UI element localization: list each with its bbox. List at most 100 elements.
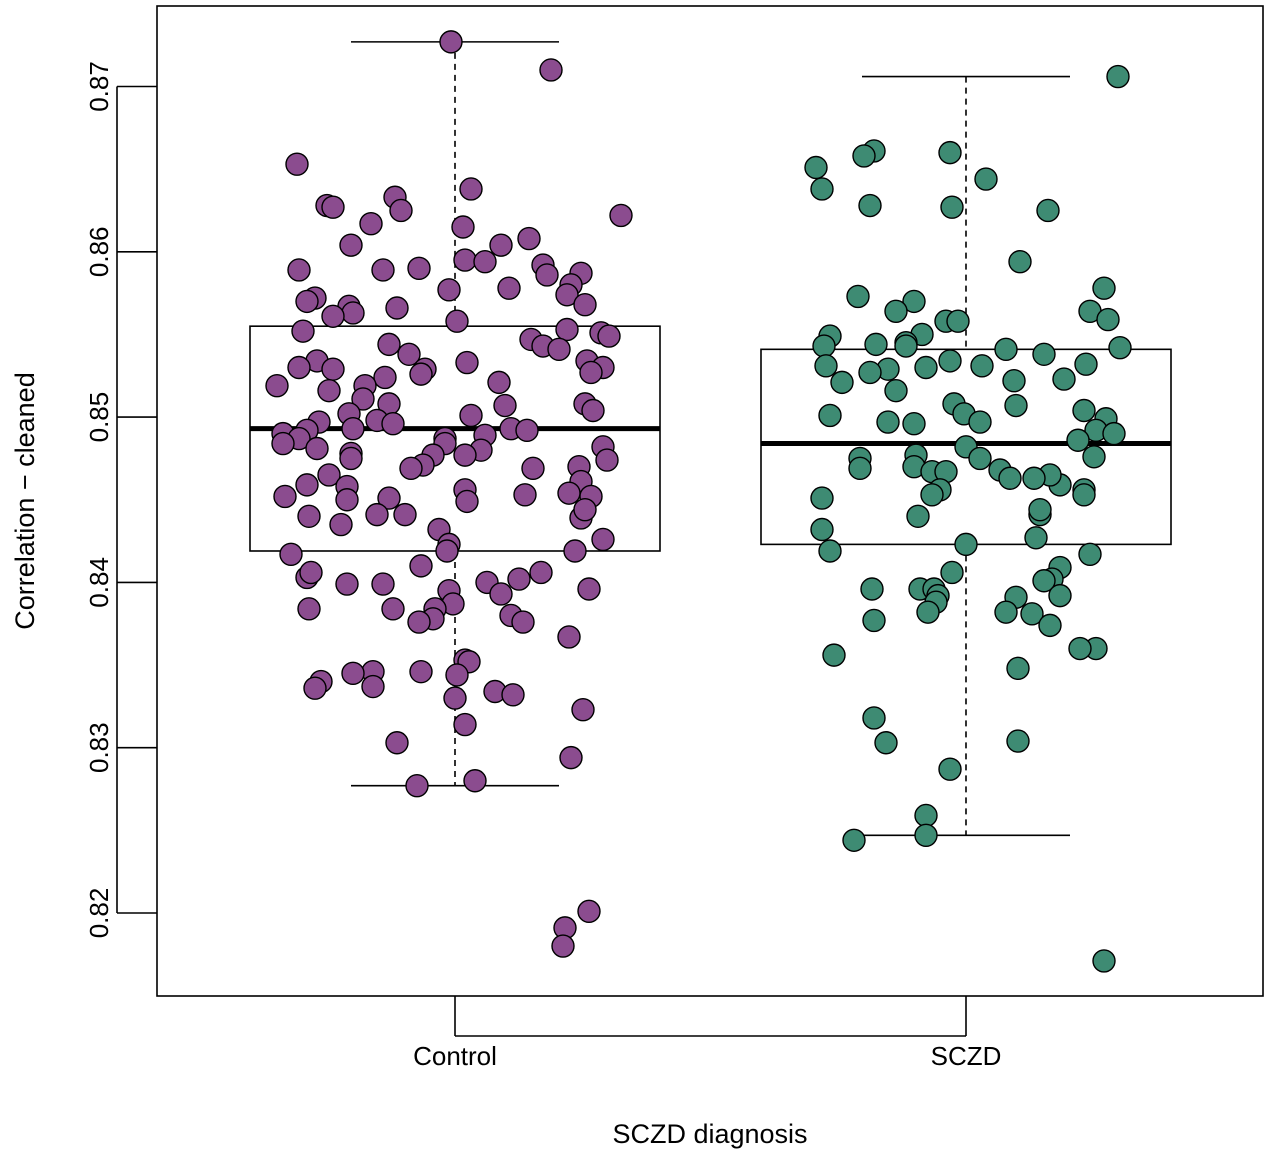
data-point [287, 355, 311, 380]
data-point [535, 263, 559, 287]
data-point [884, 299, 908, 324]
data-point [940, 560, 964, 585]
data-point [559, 745, 583, 770]
data-point [397, 342, 421, 366]
y-tick-label: 0.85 [84, 392, 114, 443]
data-point [848, 456, 872, 481]
data-point [822, 643, 846, 667]
x-tick-label: Control [413, 1041, 497, 1071]
data-point [946, 309, 970, 333]
data-point [938, 349, 962, 373]
data-point [1092, 949, 1116, 973]
data-point [1096, 307, 1120, 332]
data-point [339, 233, 363, 257]
data-point [1038, 613, 1062, 638]
data-point [1032, 342, 1056, 366]
data-point [279, 542, 303, 566]
data-point [884, 378, 908, 403]
data-point [573, 497, 597, 522]
data-point [862, 608, 886, 633]
data-point [551, 934, 575, 958]
data-point [497, 276, 521, 300]
data-point [1082, 445, 1106, 469]
data-point [335, 572, 359, 596]
data-point [459, 403, 483, 428]
data-point [453, 248, 477, 272]
data-point [557, 481, 581, 505]
data-point [463, 769, 487, 793]
data-point [453, 443, 477, 467]
data-point [968, 410, 992, 434]
data-point [377, 486, 401, 510]
x-tick-label: SCZD [931, 1041, 1002, 1071]
data-point [597, 324, 621, 348]
data-point [1102, 421, 1126, 446]
data-point [1106, 64, 1130, 89]
data-point [818, 403, 842, 428]
data-point [862, 706, 886, 730]
data-point [371, 572, 395, 596]
data-point [317, 463, 341, 487]
data-point [385, 296, 409, 320]
data-point [852, 144, 876, 168]
data-point [864, 332, 888, 357]
data-point [381, 597, 405, 621]
data-point [453, 712, 477, 737]
data-point [998, 466, 1022, 490]
data-point [571, 697, 595, 722]
data-point [994, 600, 1018, 624]
data-point [365, 502, 389, 527]
data-point [303, 676, 327, 700]
data-point [1032, 569, 1056, 593]
data-point [1078, 542, 1102, 566]
data-point [906, 504, 930, 528]
data-point [812, 334, 836, 358]
data-point [1028, 497, 1052, 522]
data-point [974, 167, 998, 191]
data-point [445, 309, 469, 333]
data-point [451, 215, 475, 239]
y-tick-label: 0.87 [84, 61, 114, 112]
data-point [443, 686, 467, 710]
data-point [902, 289, 926, 314]
data-point [595, 448, 619, 472]
y-axis-title: Correlation − cleaned [10, 372, 40, 629]
data-point [577, 577, 601, 601]
data-point [609, 203, 633, 228]
data-point [555, 317, 579, 342]
data-point [920, 483, 944, 507]
data-point [361, 674, 385, 699]
data-point [297, 597, 321, 621]
data-point [938, 140, 962, 165]
data-point [970, 354, 994, 378]
data-point [563, 539, 587, 563]
data-point [373, 365, 397, 390]
data-point [265, 373, 289, 398]
data-point [1072, 483, 1096, 507]
data-point [1068, 636, 1092, 661]
data-point [876, 410, 900, 434]
data-point [359, 211, 383, 236]
data-point [810, 177, 834, 201]
data-point [1008, 250, 1032, 274]
data-point [389, 198, 413, 223]
data-point [473, 250, 497, 274]
data-point [954, 532, 978, 557]
data-point [804, 155, 828, 180]
data-point [295, 289, 319, 314]
data-point [994, 337, 1018, 362]
data-point [1036, 198, 1060, 223]
data-point [341, 661, 365, 686]
data-point [435, 539, 459, 563]
data-point [393, 502, 417, 527]
data-point [902, 412, 926, 436]
data-point [858, 193, 882, 218]
data-point [409, 554, 433, 578]
data-point [305, 436, 329, 461]
y-tick-label: 0.83 [84, 722, 114, 773]
data-point [405, 774, 429, 798]
data-point [940, 195, 964, 219]
data-point [399, 456, 423, 481]
data-point [273, 484, 297, 509]
data-point [335, 488, 359, 512]
